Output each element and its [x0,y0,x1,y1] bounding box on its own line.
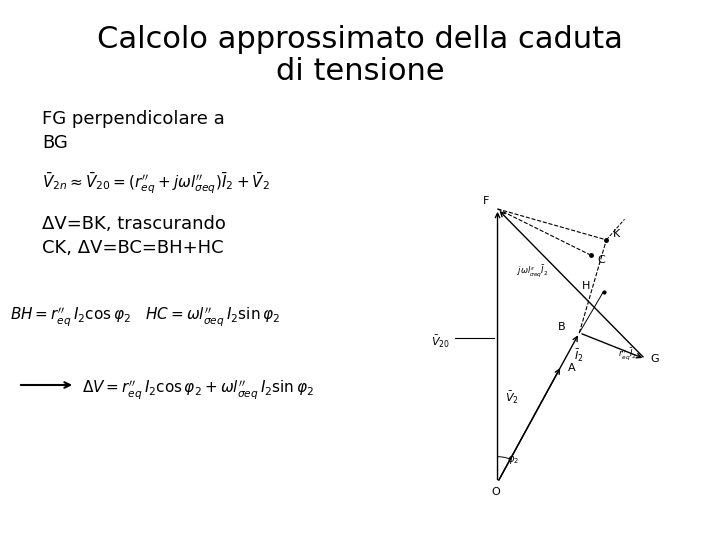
Text: H: H [582,281,590,291]
Text: FG perpendicolare a
BG: FG perpendicolare a BG [42,110,225,152]
Text: $\Delta V = r^{\prime\prime}_{eq}\, I_2 \cos\varphi_2 + \omega l^{\prime\prime}_: $\Delta V = r^{\prime\prime}_{eq}\, I_2 … [82,378,314,401]
Text: ΔV=BK, trascurando
CK, ΔV=BC=BH+HC: ΔV=BK, trascurando CK, ΔV=BC=BH+HC [42,215,226,256]
Text: O: O [492,488,500,497]
Text: C: C [598,255,605,265]
Text: F: F [482,196,489,206]
Text: $\varphi_2$: $\varphi_2$ [507,454,518,466]
Text: $\bar{V}_{2n} \approx \bar{V}_{20} = (r^{\prime\prime}_{eq} + j\omega l^{\prime\: $\bar{V}_{2n} \approx \bar{V}_{20} = (r^… [42,170,270,195]
Text: K: K [613,230,620,239]
Text: Calcolo approssimato della caduta: Calcolo approssimato della caduta [97,25,623,55]
Text: $j\omega l^{\prime\prime}_{\sigma eq}\bar{I}_2$: $j\omega l^{\prime\prime}_{\sigma eq}\ba… [517,263,549,279]
Text: A: A [567,363,575,373]
Text: $BH = r^{\prime\prime}_{eq}\, I_2 \cos\varphi_2 \quad HC = \omega l^{\prime\prim: $BH = r^{\prime\prime}_{eq}\, I_2 \cos\v… [10,305,280,328]
Text: $\bar{V}_2$: $\bar{V}_2$ [505,390,519,406]
Text: di tensione: di tensione [276,57,444,86]
Text: $\bar{I}_2$: $\bar{I}_2$ [574,348,583,364]
Text: $r^{\prime\prime}_{eq}\bar{I}_2$: $r^{\prime\prime}_{eq}\bar{I}_2$ [618,346,637,362]
Text: B: B [558,322,566,332]
Text: G: G [650,354,659,363]
Text: $\bar{V}_{20}$: $\bar{V}_{20}$ [431,334,450,349]
